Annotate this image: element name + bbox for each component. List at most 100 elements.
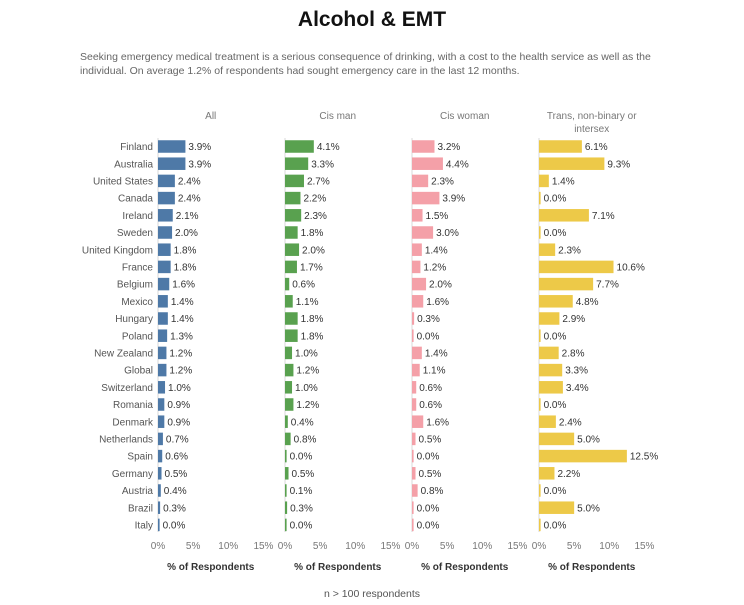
bar xyxy=(158,295,168,308)
bar-value-label: 4.4% xyxy=(446,159,469,170)
bar xyxy=(285,277,290,291)
bar-value-label: 0.0% xyxy=(544,228,567,239)
bar-value-label: 3.3% xyxy=(565,366,588,377)
x-axis-label: % of Respondents xyxy=(421,562,509,573)
bar-value-label: 0.6% xyxy=(419,400,442,411)
category-label: Austria xyxy=(122,486,154,497)
bar xyxy=(539,501,575,514)
bar xyxy=(158,140,186,153)
bar xyxy=(539,381,563,394)
category-label: United Kingdom xyxy=(82,245,153,256)
bar xyxy=(412,140,435,153)
panel-header: intersex xyxy=(574,124,609,135)
bar-value-label: 1.6% xyxy=(426,417,449,428)
bar-value-label: 1.4% xyxy=(171,297,194,308)
bar-value-label: 0.0% xyxy=(417,521,440,532)
bar-value-label: 0.5% xyxy=(292,469,315,480)
bar xyxy=(539,415,556,428)
bar-value-label: 2.2% xyxy=(303,194,326,205)
bar-value-label: 2.3% xyxy=(431,177,454,188)
bar-value-label: 1.6% xyxy=(172,280,195,291)
bar-value-label: 9.3% xyxy=(607,159,630,170)
bar-value-label: 2.2% xyxy=(557,469,580,480)
bar-value-label: 1.8% xyxy=(174,263,197,274)
bar xyxy=(412,518,414,532)
bar xyxy=(412,415,424,428)
bar-value-label: 0.4% xyxy=(291,417,314,428)
bar xyxy=(285,226,298,239)
category-label: Mexico xyxy=(121,297,153,308)
bar xyxy=(412,329,414,342)
bar-value-label: 1.2% xyxy=(169,366,192,377)
bar-value-label: 0.0% xyxy=(163,521,186,532)
bar xyxy=(539,449,627,463)
category-label: Ireland xyxy=(122,211,153,222)
x-tick-label: 5% xyxy=(567,541,582,552)
bar xyxy=(285,260,297,274)
bar-value-label: 1.7% xyxy=(300,263,323,274)
bar xyxy=(412,209,423,222)
bar-value-label: 0.3% xyxy=(290,503,313,514)
category-label: Netherlands xyxy=(99,435,153,446)
bar xyxy=(412,484,418,497)
bar xyxy=(412,174,429,188)
bar xyxy=(285,140,314,153)
bar-value-label: 2.8% xyxy=(562,349,585,360)
panel-header: All xyxy=(205,111,216,122)
category-label: United States xyxy=(93,177,153,188)
bar-value-label: 1.1% xyxy=(423,366,446,377)
x-tick-label: 5% xyxy=(313,541,328,552)
bar xyxy=(412,363,420,377)
category-label: Poland xyxy=(122,331,153,342)
bar xyxy=(539,140,582,153)
x-tick-label: 10% xyxy=(218,541,238,552)
bar-value-label: 7.1% xyxy=(592,211,615,222)
bar-value-label: 0.5% xyxy=(165,469,188,480)
bar-value-label: 1.6% xyxy=(426,297,449,308)
bar-value-label: 0.3% xyxy=(417,314,440,325)
bar xyxy=(412,432,416,446)
bar xyxy=(285,209,302,222)
bar xyxy=(158,312,168,325)
bar-value-label: 0.4% xyxy=(164,486,187,497)
bar xyxy=(158,432,163,446)
bar xyxy=(539,191,541,205)
bar-value-label: 0.0% xyxy=(544,400,567,411)
bar xyxy=(539,484,541,497)
bar xyxy=(412,449,414,463)
category-label: Canada xyxy=(118,194,153,205)
bar xyxy=(539,209,589,222)
category-label: Denmark xyxy=(112,417,154,428)
bar-value-label: 2.4% xyxy=(559,417,582,428)
panel-header: Trans, non-binary or xyxy=(547,111,637,122)
bar-value-label: 2.4% xyxy=(178,194,201,205)
bar xyxy=(412,260,421,274)
category-label: Sweden xyxy=(117,228,153,239)
bar-value-label: 1.4% xyxy=(425,245,448,256)
bar xyxy=(285,484,287,497)
bar xyxy=(285,243,300,256)
bar xyxy=(158,191,175,205)
x-tick-label: 5% xyxy=(440,541,455,552)
bar-value-label: 1.2% xyxy=(296,400,319,411)
bar xyxy=(539,467,555,480)
x-tick-label: 15% xyxy=(507,541,527,552)
bar xyxy=(539,312,560,325)
bar-value-label: 0.3% xyxy=(163,503,186,514)
bar xyxy=(285,432,291,446)
bar-value-label: 1.3% xyxy=(170,331,193,342)
bar-value-label: 3.2% xyxy=(437,142,460,153)
bar xyxy=(158,329,168,342)
x-tick-label: 10% xyxy=(345,541,365,552)
bar xyxy=(158,467,162,480)
bar-value-label: 2.0% xyxy=(302,245,325,256)
category-label: Brazil xyxy=(128,503,153,514)
bar xyxy=(285,501,288,514)
bar-value-label: 2.9% xyxy=(562,314,585,325)
bar-value-label: 0.1% xyxy=(290,486,313,497)
bar xyxy=(158,415,165,428)
bar-value-label: 2.3% xyxy=(558,245,581,256)
bar-value-label: 3.3% xyxy=(311,159,334,170)
bar xyxy=(285,381,293,394)
bar xyxy=(158,174,175,188)
